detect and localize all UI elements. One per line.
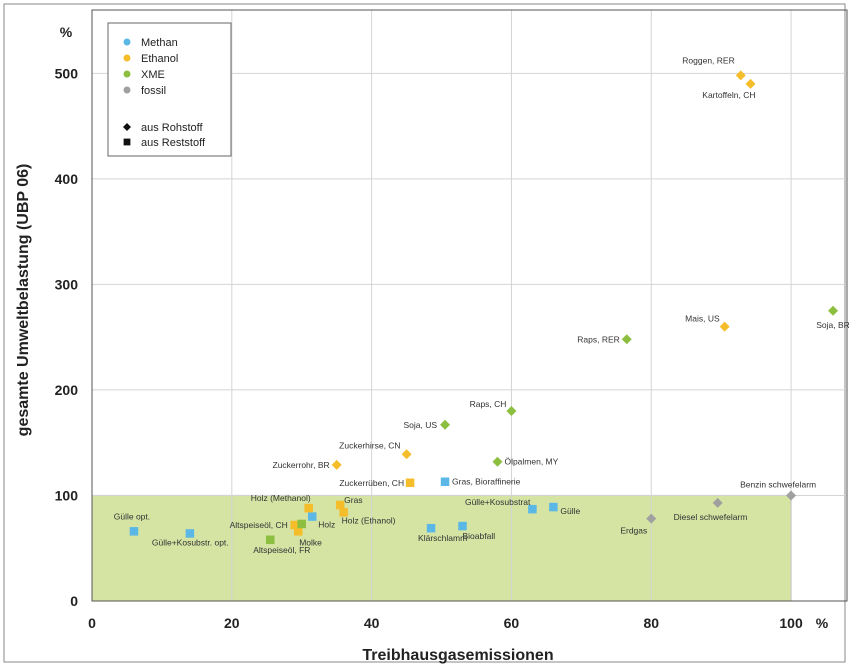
legend-marker: [123, 70, 131, 78]
data-point-xme: [492, 456, 503, 467]
legend-label: aus Reststoff: [141, 137, 206, 149]
y-tick-label: 0: [70, 593, 78, 609]
data-point-methan: [549, 502, 558, 512]
data-point-ethanol: [735, 70, 746, 81]
data-point-label: Altspeiseöl, FR: [253, 545, 310, 555]
data-point-label: Gülle: [560, 506, 580, 516]
legend-marker: [123, 38, 131, 46]
x-unit-label: %: [816, 615, 829, 631]
data-point-ethanol: [745, 78, 756, 89]
y-tick-label: 200: [55, 382, 79, 398]
data-point-xme: [440, 419, 451, 430]
data-point-ethanol: [335, 500, 345, 510]
data-point-label: Soja, BR: [816, 320, 849, 330]
data-point-ethanol: [339, 508, 348, 517]
data-point-methan: [426, 523, 436, 533]
data-point-ethanol: [405, 478, 415, 488]
data-point-label: Klärschlamm: [418, 533, 467, 543]
data-point-ethanol: [290, 520, 299, 530]
data-point-methan: [129, 527, 139, 536]
data-point-label: Molke: [299, 537, 322, 547]
legend-marker: [123, 86, 131, 94]
data-point-label: Raps, CH: [470, 399, 507, 409]
data-point-fossil: [786, 490, 797, 501]
legend-marker: [123, 54, 131, 62]
data-point-xme: [506, 406, 517, 417]
data-point-label: Gülle opt.: [114, 511, 150, 521]
data-point-label: Gülle+Kosubstr. opt.: [152, 537, 229, 547]
y-tick-label: 300: [55, 276, 79, 292]
x-tick-label: 20: [224, 615, 240, 631]
data-point-methan: [458, 521, 467, 531]
x-tick-label: 100: [779, 615, 803, 631]
x-tick-label: 80: [643, 615, 659, 631]
legend-label: XME: [141, 69, 165, 81]
data-point-label: Benzin schwefelarm: [740, 479, 816, 489]
data-point-label: Kartoffeln, CH: [702, 90, 755, 100]
data-point-xme: [828, 305, 839, 316]
outer-frame: [3, 3, 846, 663]
data-point-methan: [440, 477, 450, 486]
data-point-methan: [307, 512, 317, 521]
data-point-label: Gülle+Kosubstrat: [465, 497, 531, 507]
data-point-xme: [621, 334, 632, 345]
data-point-label: Gras, Bioraffinerie: [452, 477, 521, 487]
data-point-label: Raps, RER: [577, 334, 620, 344]
x-tick-label: 0: [88, 615, 96, 631]
data-point-label: Soja, US: [403, 420, 437, 430]
data-point-label: Gras: [344, 495, 362, 505]
legend-label: fossil: [141, 85, 166, 97]
y-tick-label: 100: [55, 487, 79, 503]
data-point-label: Ölpalmen, MY: [504, 457, 558, 467]
data-point-label: Altspeiseöl, CH: [230, 520, 288, 530]
y-unit-label: %: [60, 24, 73, 40]
y-tick-label: 400: [55, 171, 79, 187]
data-point-methan: [185, 529, 195, 538]
data-point-methan: [528, 504, 537, 514]
highlight-region: [91, 494, 792, 602]
legend: Methan Ethanol XME fossil aus Rohstoff aus Re…: [107, 22, 232, 157]
y-axis-title: gesamte Umweltbelastung (UBP 06): [15, 164, 32, 437]
x-tick-label: 40: [364, 615, 380, 631]
x-tick-label: 60: [504, 615, 520, 631]
data-point-label: Diesel schwefelarm: [674, 512, 748, 522]
legend-marker-square: [123, 138, 131, 146]
data-point-label: Roggen, RER: [682, 55, 734, 65]
legend-label: Methan: [141, 37, 178, 49]
data-point-label: Zuckerrüben, CH: [339, 478, 404, 488]
legend-label: Ethanol: [141, 53, 178, 65]
data-point-ethanol: [719, 321, 730, 332]
data-point-xme: [297, 519, 306, 529]
data-point-ethanol: [331, 459, 342, 470]
data-point-label: Bioabfall: [463, 531, 496, 541]
data-point-label: Zuckerhirse, CN: [339, 440, 400, 450]
data-point-label: Holz (Methanol): [251, 493, 311, 503]
data-point-label: Holz (Ethanol): [342, 515, 396, 525]
data-point-fossil: [646, 513, 657, 524]
data-point-label: Zuckerrohr, BR: [273, 460, 330, 470]
legend-label: aus Rohstoff: [141, 122, 204, 134]
y-tick-label: 500: [55, 65, 79, 81]
data-point-fossil: [712, 497, 723, 508]
x-axis-title: Treibhausgasemissionen: [362, 647, 553, 664]
data-point-xme: [266, 535, 275, 545]
data-point-label: Erdgas: [620, 526, 647, 536]
data-point-ethanol: [401, 449, 412, 460]
data-point-label: Mais, US: [685, 314, 720, 324]
legend-marker-diamond: [123, 123, 131, 131]
data-point-ethanol: [293, 527, 303, 536]
data-point-ethanol: [304, 503, 313, 513]
plot-area-frame: [91, 9, 848, 602]
data-point-label: Holz: [318, 520, 335, 530]
